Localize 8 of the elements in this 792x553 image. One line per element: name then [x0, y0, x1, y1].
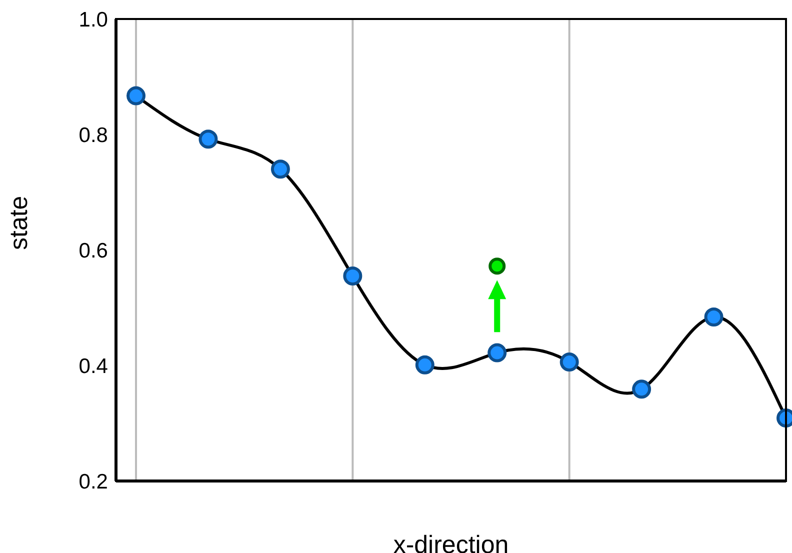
y-tick-label: 0.2 [78, 470, 108, 494]
y-tick-label: 0.8 [78, 124, 108, 147]
y-tick-label: 1.0 [78, 8, 108, 32]
point [488, 258, 506, 275]
y-tick-label: 0.6 [78, 239, 108, 262]
y-tick-label: 0.4 [78, 354, 108, 378]
y-axis-title: state [4, 196, 33, 250]
x-axis-title: x-direction [393, 531, 509, 553]
